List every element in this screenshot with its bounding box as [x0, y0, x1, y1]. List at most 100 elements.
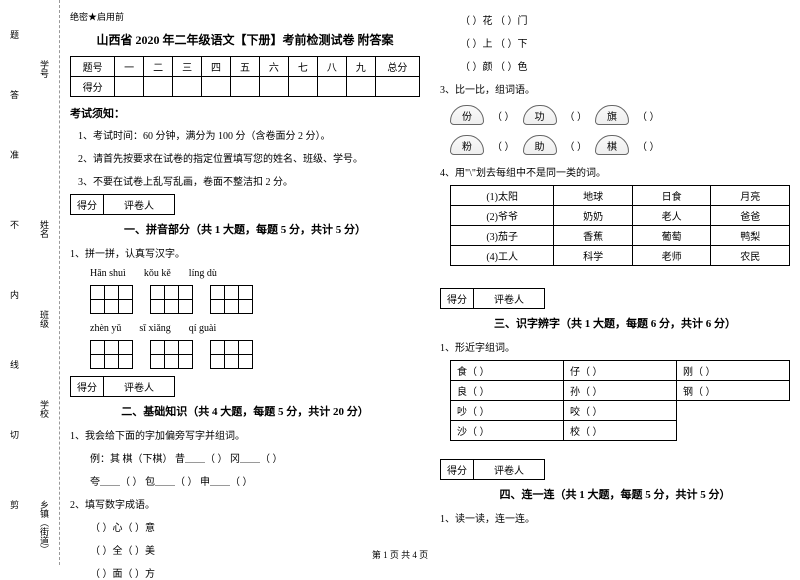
paren-blank[interactable]: （ ） — [565, 108, 588, 123]
word-cell[interactable]: (2)爷爷 — [451, 206, 554, 226]
paren-blank[interactable]: （ ） — [492, 108, 515, 123]
binding-field-name[interactable]: 姓名 — [38, 220, 51, 238]
fan-icon: 份 — [450, 105, 484, 125]
word-cell[interactable]: 科学 — [554, 246, 633, 266]
header-cell: 一 — [115, 57, 144, 77]
page-content: 绝密★启用前 山西省 2020 年二年级语文【下册】考前检测试卷 附答案 题号 … — [70, 10, 790, 545]
table-row: 食（ ）仔（ ）刚（ ） — [451, 361, 790, 381]
section-3-title: 三、识字辨字（共 1 大题，每题 6 分，共计 6 分） — [440, 315, 790, 331]
char-grid[interactable] — [90, 340, 132, 368]
pinyin-text: kǒu kě — [144, 268, 171, 279]
fan-icon: 助 — [523, 135, 557, 155]
score-cell[interactable] — [259, 77, 288, 97]
score-box: 得分 评卷人 — [70, 194, 175, 215]
fan-icon: 棋 — [595, 135, 629, 155]
char-cell[interactable]: 食（ ） — [451, 361, 564, 381]
idiom-row: （ ）心（ ）意 — [90, 519, 420, 534]
word-cell[interactable]: 日食 — [632, 186, 711, 206]
paren-blank[interactable]: （ ） — [637, 138, 660, 153]
header-cell: 九 — [346, 57, 375, 77]
word-cell[interactable]: 老师 — [632, 246, 711, 266]
char-cell[interactable]: 钢（ ） — [677, 381, 790, 401]
char-cell[interactable]: 刚（ ） — [677, 361, 790, 381]
score-cell[interactable] — [288, 77, 317, 97]
char-grid[interactable] — [90, 285, 132, 313]
section-1-title: 一、拼音部分（共 1 大题，每题 5 分，共计 5 分） — [70, 221, 420, 237]
char-grid[interactable] — [210, 340, 252, 368]
cut-mark: 剪 — [8, 500, 21, 509]
score-cell[interactable] — [115, 77, 144, 97]
word-cell[interactable]: 葡萄 — [632, 226, 711, 246]
idiom-blank[interactable]: （ ）颜 （ ）色 — [460, 58, 528, 73]
score-cell[interactable] — [202, 77, 231, 97]
char-grid[interactable] — [210, 285, 252, 313]
idiom-blank[interactable]: （ ）心（ ）意 — [90, 519, 155, 534]
char-cell[interactable]: 孙（ ） — [564, 381, 677, 401]
cut-mark: 切 — [8, 430, 21, 439]
fan-icon: 旗 — [595, 105, 629, 125]
paren-blank[interactable]: （ ） — [565, 138, 588, 153]
score-cell[interactable] — [173, 77, 202, 97]
word-cell[interactable]: 奶奶 — [554, 206, 633, 226]
word-cell[interactable]: 地球 — [554, 186, 633, 206]
paren-row: （ ）花 （ ）门 — [460, 12, 790, 27]
score-cell[interactable] — [375, 77, 419, 97]
word-cell[interactable]: (3)茄子 — [451, 226, 554, 246]
binding-field-class[interactable]: 班级 — [38, 310, 51, 328]
grader-label: 评卷人 — [104, 195, 174, 214]
section-4-title: 四、连一连（共 1 大题，每题 5 分，共计 5 分） — [440, 486, 790, 502]
header-cell: 八 — [317, 57, 346, 77]
q3-stem: 3、比一比，组词语。 — [440, 81, 790, 96]
grader-label: 评卷人 — [474, 460, 544, 479]
header-cell: 七 — [288, 57, 317, 77]
q2-line2: 夸＿＿（ ） 包＿＿（ ） 申＿＿（ ） — [90, 473, 420, 488]
char-cell[interactable]: 校（ ） — [564, 421, 677, 441]
score-cell[interactable] — [144, 77, 173, 97]
char-grid[interactable] — [150, 340, 192, 368]
word-cell[interactable]: 老人 — [632, 206, 711, 226]
notice-item: 3、不要在试卷上乱写乱画，卷面不整洁扣 2 分。 — [78, 173, 420, 188]
char-cell[interactable]: 沙（ ） — [451, 421, 564, 441]
grader-label: 评卷人 — [104, 377, 174, 396]
char-cell[interactable]: 吵（ ） — [451, 401, 564, 421]
q2-stem2: 2、填写数字成语。 — [70, 496, 420, 511]
word-cell[interactable]: 农民 — [711, 246, 790, 266]
paren-blank[interactable]: （ ） — [637, 108, 660, 123]
binding-field-school[interactable]: 学校 — [38, 400, 51, 418]
paren-row: （ ）上 （ ）下 — [460, 35, 790, 50]
section-2-title: 二、基础知识（共 4 大题，每题 5 分，共计 20 分） — [70, 403, 420, 419]
page-footer: 第 1 页 共 4 页 — [0, 548, 800, 561]
fan-row: 粉 （ ） 助 （ ） 棋 （ ） — [450, 135, 790, 155]
fan-icon: 粉 — [450, 135, 484, 155]
word-cell[interactable]: 月亮 — [711, 186, 790, 206]
word-cell[interactable]: 爸爸 — [711, 206, 790, 226]
char-cell[interactable]: 仔（ ） — [564, 361, 677, 381]
word-cell[interactable]: (1)太阳 — [451, 186, 554, 206]
table-row: (2)爷爷奶奶老人爸爸 — [451, 206, 790, 226]
word-cell[interactable]: 鸭梨 — [711, 226, 790, 246]
table-row: 良（ ）孙（ ）钢（ ） — [451, 381, 790, 401]
header-cell: 总分 — [375, 57, 419, 77]
binding-field-id[interactable]: 学号 — [38, 60, 51, 78]
paren-blank[interactable]: （ ） — [492, 138, 515, 153]
idiom-blank[interactable]: （ ）面（ ）方 — [90, 565, 155, 580]
idiom-blank[interactable]: （ ）上 （ ）下 — [460, 35, 528, 50]
header-cell: 题号 — [71, 57, 115, 77]
score-cell[interactable] — [231, 77, 260, 97]
idiom-blank[interactable]: （ ）花 （ ）门 — [460, 12, 528, 27]
word-cell[interactable]: (4)工人 — [451, 246, 554, 266]
char-cell[interactable]: 良（ ） — [451, 381, 564, 401]
binding-field-township[interactable]: 乡镇（街道） — [38, 500, 51, 554]
q1-stem: 1、拼一拼，认真写汉字。 — [70, 245, 420, 260]
char-cell[interactable]: 咬（ ） — [564, 401, 677, 421]
word-cell[interactable]: 香蕉 — [554, 226, 633, 246]
right-column: （ ）花 （ ）门 （ ）上 （ ）下 （ ）颜 （ ）色 3、比一比，组词语。… — [440, 10, 790, 545]
char-grid[interactable] — [150, 285, 192, 313]
score-cell[interactable] — [317, 77, 346, 97]
header-cell: 四 — [202, 57, 231, 77]
cut-mark: 不 — [8, 220, 21, 229]
grader-label: 评卷人 — [474, 289, 544, 308]
score-cell[interactable] — [346, 77, 375, 97]
score-box: 得分 评卷人 — [70, 376, 175, 397]
paren-row: （ ）颜 （ ）色 — [460, 58, 790, 73]
